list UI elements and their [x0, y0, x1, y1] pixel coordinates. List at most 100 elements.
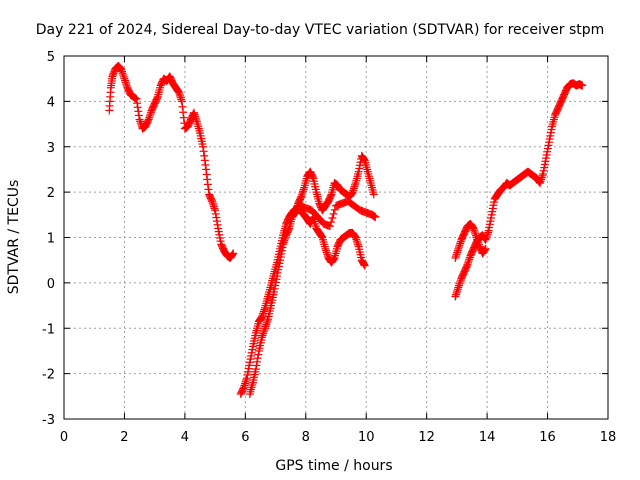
data-point	[240, 381, 249, 390]
data-point	[537, 175, 546, 184]
data-point	[452, 288, 461, 297]
data-point	[482, 232, 491, 241]
data-point	[199, 142, 208, 151]
data-point	[474, 238, 483, 247]
data-point	[284, 225, 293, 234]
data-point	[483, 230, 492, 239]
data-point	[253, 354, 262, 363]
data-point	[468, 222, 477, 231]
data-point	[329, 209, 338, 218]
data-point	[119, 71, 128, 80]
data-point	[463, 260, 472, 269]
data-point	[321, 244, 330, 253]
plot-frame	[63, 55, 609, 420]
data-point	[354, 240, 363, 249]
y-tick-label: -1	[42, 322, 55, 337]
y-tick-label: 3	[47, 141, 55, 156]
data-point	[538, 171, 547, 180]
data-point	[202, 170, 211, 179]
data-point	[253, 357, 262, 366]
data-point	[135, 115, 144, 124]
data-point	[353, 238, 362, 247]
data-point	[189, 108, 198, 117]
data-point	[177, 97, 186, 106]
data-point	[241, 379, 250, 388]
data-point	[191, 112, 200, 121]
data-point	[116, 64, 125, 73]
y-tick-label: -2	[42, 368, 55, 383]
data-point	[578, 81, 587, 90]
data-point	[260, 324, 269, 333]
data-point	[252, 361, 261, 370]
y-tick-label: 1	[47, 232, 55, 247]
data-point	[120, 74, 129, 83]
data-point	[308, 173, 317, 182]
data-point	[470, 228, 479, 237]
data-point	[256, 314, 265, 323]
data-point	[260, 305, 269, 314]
data-point	[473, 235, 482, 244]
data-point	[360, 260, 369, 269]
data-point	[470, 226, 479, 235]
data-point	[200, 156, 209, 165]
data-point	[279, 238, 288, 247]
data-point	[258, 311, 267, 320]
data-point	[191, 114, 200, 123]
data-point	[349, 184, 358, 193]
data-point	[297, 192, 306, 201]
data-point	[454, 244, 463, 253]
data-point	[350, 182, 359, 191]
data-point	[322, 248, 331, 257]
y-tick-label: -3	[42, 413, 55, 428]
data-point	[453, 246, 462, 255]
data-point	[453, 248, 462, 257]
data-point	[326, 191, 335, 200]
data-point	[481, 235, 490, 244]
data-point	[211, 209, 220, 218]
data-point	[480, 246, 489, 255]
data-point	[453, 285, 462, 294]
data-point	[239, 383, 248, 392]
data-point	[190, 110, 199, 119]
y-tick-label: 5	[47, 50, 55, 65]
x-tick-label: 4	[181, 430, 189, 445]
data-point	[259, 327, 268, 336]
data-point	[348, 188, 357, 197]
data-point	[122, 80, 131, 89]
data-point	[145, 113, 154, 122]
data-point	[260, 326, 269, 335]
data-point	[451, 252, 460, 261]
y-axis-label: SDTVAR / TECUs	[6, 180, 22, 295]
data-point	[203, 180, 212, 189]
x-tick-label: 8	[302, 430, 310, 445]
x-tick-label: 12	[418, 430, 435, 445]
data-point	[178, 102, 187, 111]
x-tick-label: 2	[120, 430, 128, 445]
data-point	[209, 202, 218, 211]
data-points	[105, 61, 587, 399]
data-point	[480, 245, 489, 254]
x-tick-label: 10	[358, 430, 375, 445]
data-point	[176, 91, 185, 100]
data-point	[325, 222, 334, 231]
data-point	[298, 189, 307, 198]
data-point	[451, 253, 460, 262]
x-axis-label: GPS time / hours	[275, 458, 392, 474]
data-point	[133, 99, 142, 108]
data-point	[251, 365, 260, 374]
data-point	[204, 185, 213, 194]
data-point	[451, 290, 460, 299]
data-point	[469, 224, 478, 233]
data-point	[257, 333, 266, 342]
data-point	[145, 111, 154, 120]
data-point	[202, 165, 211, 174]
data-point	[456, 239, 465, 248]
data-point	[329, 255, 338, 264]
data-point	[118, 69, 127, 78]
data-point	[482, 233, 491, 242]
data-point	[472, 233, 481, 242]
data-point	[134, 111, 143, 120]
data-point	[369, 190, 378, 199]
data-point	[465, 255, 474, 264]
data-point	[241, 377, 250, 386]
